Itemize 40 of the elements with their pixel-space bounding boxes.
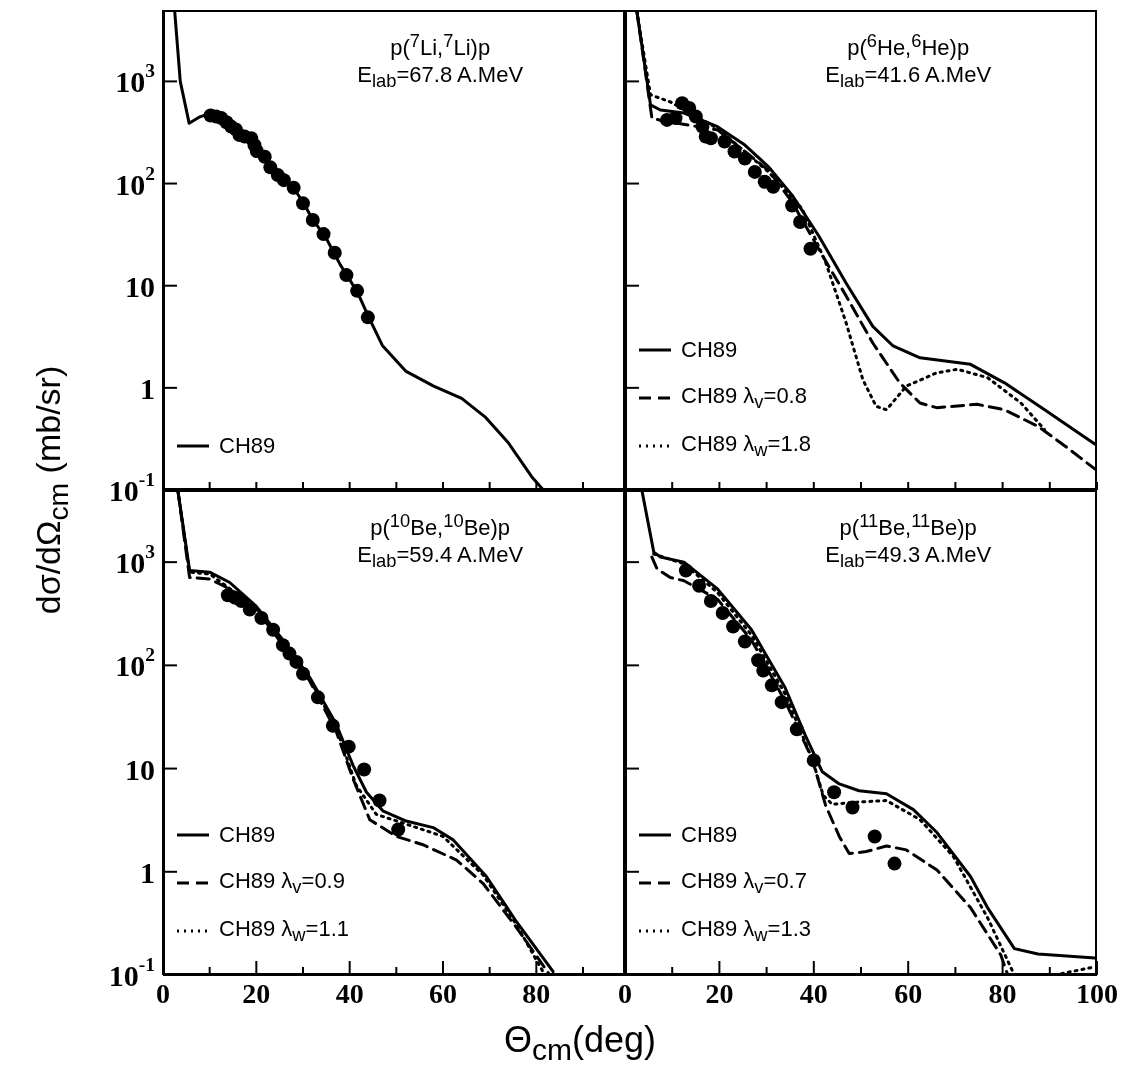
x-tick-label: 40 <box>799 978 828 1009</box>
x-tick-label: 0 <box>156 978 170 1009</box>
y-tick-label: 10$^{-1}$ <box>108 954 155 992</box>
legend-label: CH89 <box>219 433 276 459</box>
text: E$_{lab}$=59.4 A.MeV <box>356 542 525 574</box>
legend-label: CH89 λ$_{w}$=1.3 <box>681 915 812 947</box>
x-tick-label: 60 <box>429 978 457 1009</box>
y-tick-label: 10$^{3}$ <box>115 60 156 98</box>
text: p($^{7}$Li,$^{7}$Li)p <box>389 29 492 62</box>
x-tick-label: 80 <box>522 978 551 1009</box>
text: E$_{lab}$=67.8 A.MeV <box>356 62 525 94</box>
y-tick-label: 10$^{2}$ <box>115 162 155 201</box>
y-tick-label: 10$^{3}$ <box>115 541 156 579</box>
x-tick-label: 20 <box>705 978 734 1009</box>
y-tick-label: 1 <box>140 371 155 405</box>
x-axis-title: Θ$_{cm}$(deg) <box>502 1018 658 1069</box>
text: E$_{lab}$=41.6 A.MeV <box>824 62 993 94</box>
y-tick-label: 10$^{-1}$ <box>108 469 155 507</box>
x-tick-label: 40 <box>335 978 364 1009</box>
x-tick-label: 80 <box>988 978 1017 1009</box>
legend-label: CH89 <box>681 822 738 848</box>
legend-label: CH89 λ$_{v}$=0.8 <box>681 382 807 414</box>
legend-label: CH89 λ$_{w}$=1.1 <box>219 915 350 947</box>
y-tick-label: 10 <box>125 752 155 786</box>
text: E$_{lab}$=49.3 A.MeV <box>824 542 993 574</box>
y-tick-label: 10$^{2}$ <box>115 644 155 682</box>
legend-label: CH89 <box>681 337 738 363</box>
legend-label: CH89 λ$_{v}$=0.7 <box>681 867 807 899</box>
legend-label: CH89 <box>219 822 276 848</box>
legend-label: CH89 λ$_{w}$=1.8 <box>681 430 812 462</box>
x-tick-label: 60 <box>894 978 923 1009</box>
legend-label: CH89 λ$_{v}$=0.9 <box>219 867 345 899</box>
x-tick-label: 0 <box>618 978 632 1009</box>
x-tick-label: 20 <box>242 978 271 1009</box>
text: p($^{10}$Be,$^{10}$Be)p <box>369 509 512 542</box>
text: p($^{6}$He,$^{6}$He)p <box>846 29 971 62</box>
y-tick-label: 1 <box>140 855 155 889</box>
x-tick-label: 100 <box>1076 978 1118 1009</box>
text: p($^{11}$Be,$^{11}$Be)p <box>838 509 978 542</box>
y-tick-label: 10 <box>125 269 155 303</box>
